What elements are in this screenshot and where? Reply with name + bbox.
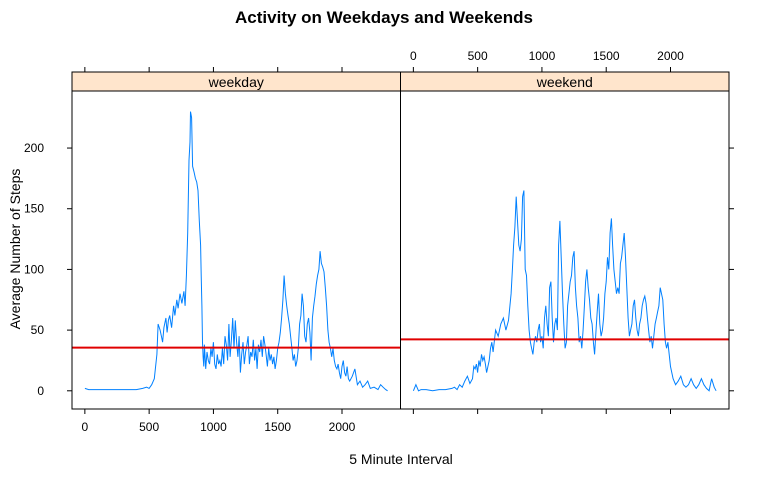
x-tick-label: 2000 xyxy=(329,420,356,434)
x-tick-label: 1000 xyxy=(529,49,556,63)
panel-weekday: weekday 0 500 1000 1500 2000 xyxy=(71,67,401,434)
chart-title: Activity on Weekdays and Weekends xyxy=(235,8,533,27)
panel-border-weekend xyxy=(400,71,730,410)
panel-weekend: weekend 0 500 1000 1500 2000 xyxy=(400,49,730,414)
strip-label-weekend: weekend xyxy=(536,74,593,90)
y-tick-label: 50 xyxy=(31,323,45,337)
x-tick-label: 1000 xyxy=(200,420,227,434)
y-tick-label: 100 xyxy=(24,262,44,276)
x-tick-label: 500 xyxy=(139,420,159,434)
y-tick-label: 200 xyxy=(24,141,44,155)
y-tick-label: 150 xyxy=(24,202,44,216)
y-axis-label: Average Number of Steps xyxy=(7,169,23,330)
x-tick-label: 500 xyxy=(468,49,488,63)
x-tick-label: 2000 xyxy=(657,49,684,63)
y-tick-label: 0 xyxy=(37,384,44,398)
panel-border-weekday xyxy=(71,71,401,410)
strip-label-weekday: weekday xyxy=(208,74,264,90)
x-tick-label: 0 xyxy=(410,49,417,63)
x-tick-label: 1500 xyxy=(593,49,620,63)
x-tick-label: 0 xyxy=(82,420,89,434)
x-axis-label: 5 Minute Interval xyxy=(349,451,453,467)
x-tick-label: 1500 xyxy=(264,420,291,434)
series-line-weekend xyxy=(412,190,717,392)
series-line-weekday xyxy=(84,111,388,392)
